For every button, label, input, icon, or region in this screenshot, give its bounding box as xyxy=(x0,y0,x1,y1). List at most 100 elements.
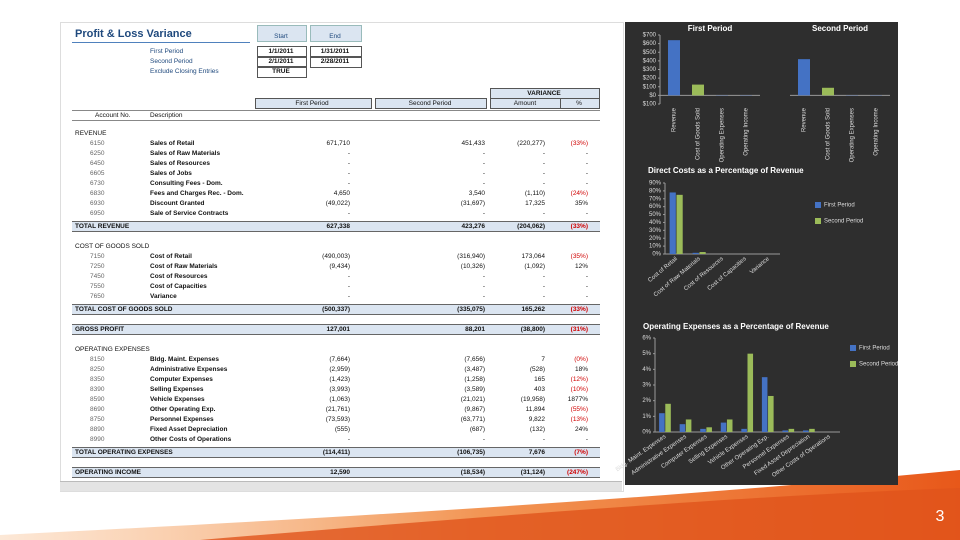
amount-cell: - xyxy=(482,282,485,290)
section-heading: COST OF GOODS SOLD xyxy=(75,242,150,250)
amount-cell: (3,589) xyxy=(464,385,485,393)
account-no: 8890 xyxy=(90,425,105,433)
y-tick-label: 5% xyxy=(642,351,651,357)
amount-cell: 24% xyxy=(574,425,588,433)
swoosh-dark xyxy=(200,488,960,540)
amount-cell: (2,959) xyxy=(329,365,350,373)
param-value: 1/1/2011 xyxy=(268,47,294,55)
amount-cell: (528) xyxy=(529,365,545,373)
amount-cell: (7,656) xyxy=(464,355,485,363)
account-no: 8150 xyxy=(90,355,105,363)
total-label: OPERATING INCOME xyxy=(75,468,141,476)
param-value: 2/28/2011 xyxy=(320,57,350,65)
x-tick-label: Cost of Goods Sold xyxy=(826,108,832,160)
bar xyxy=(659,413,665,432)
account-no: 6830 xyxy=(90,189,105,197)
account-no: 6930 xyxy=(90,199,105,207)
description: Cost of Resources xyxy=(150,272,208,280)
description: Bldg. Maint. Expenses xyxy=(150,355,219,363)
panel-title: First Period xyxy=(688,24,733,33)
amount-cell: - xyxy=(347,209,350,217)
param-cell xyxy=(257,46,307,58)
y-tick-label: 1% xyxy=(642,414,651,420)
x-tick-label: Revenue xyxy=(672,107,678,132)
account-no: 6250 xyxy=(90,149,105,157)
col-header-label: VARIANCE xyxy=(527,89,561,97)
total-cell: (204,062) xyxy=(517,222,545,230)
account-no: 8350 xyxy=(90,375,105,383)
amount-cell: (33%) xyxy=(570,139,588,147)
total-cell: 165,262 xyxy=(521,305,546,313)
bar xyxy=(747,353,754,432)
y-tick-label: 0% xyxy=(652,252,661,258)
param-header xyxy=(310,25,362,42)
bar xyxy=(788,428,795,432)
account-no: 7650 xyxy=(90,292,105,300)
account-no: 7250 xyxy=(90,262,105,270)
bar xyxy=(798,59,810,96)
amount-cell: (24%) xyxy=(570,189,588,197)
description: Vehicle Expenses xyxy=(150,395,205,403)
bar xyxy=(726,419,733,432)
y-tick-label: 10% xyxy=(649,244,662,250)
y-tick-label: 2% xyxy=(642,398,651,404)
amount-cell: (19,958) xyxy=(520,395,545,403)
amount-cell: - xyxy=(347,169,350,177)
total-cell: (500,337) xyxy=(322,305,350,313)
description: Cost of Raw Materials xyxy=(150,262,218,270)
account-no: 7550 xyxy=(90,282,105,290)
legend-swatch xyxy=(815,202,821,208)
amount-cell: (3,993) xyxy=(329,385,350,393)
total-row xyxy=(72,304,600,315)
amount-cell: - xyxy=(347,149,350,157)
account-no: 8990 xyxy=(90,435,105,443)
col-header xyxy=(560,98,600,109)
total-cell: (18,534) xyxy=(460,468,485,476)
amount-cell: - xyxy=(482,159,485,167)
chart-title: Direct Costs as a Percentage of Revenue xyxy=(648,166,804,175)
total-cell: (33%) xyxy=(570,222,588,230)
param-value: TRUE xyxy=(272,67,290,75)
amount-cell: (7,664) xyxy=(329,355,350,363)
amount-cell: 403 xyxy=(534,385,545,393)
param-value: 1/31/2011 xyxy=(320,47,350,55)
amount-cell: (687) xyxy=(469,425,485,433)
amount-cell: (1,110) xyxy=(524,189,545,197)
y-tick-label: 60% xyxy=(649,204,662,210)
total-label: TOTAL REVENUE xyxy=(75,222,130,230)
bar xyxy=(741,428,747,432)
total-cell: (38,800) xyxy=(520,325,545,333)
panel-title: Second Period xyxy=(812,24,868,33)
legend-swatch xyxy=(850,345,856,351)
total-cell: 627,338 xyxy=(326,222,351,230)
y-tick-label: $300 xyxy=(643,67,657,73)
amount-cell: 671,710 xyxy=(326,139,351,147)
col-header-label: Second Period xyxy=(408,99,452,107)
amount-cell: 1877% xyxy=(567,395,588,403)
amount-cell: (1,063) xyxy=(329,395,350,403)
param-header-label: End xyxy=(329,32,341,40)
amount-cell: - xyxy=(542,272,545,280)
amount-cell: (1,258) xyxy=(464,375,485,383)
amount-cell: (9,434) xyxy=(329,262,350,270)
y-tick-label: 80% xyxy=(649,188,662,194)
total-cell: (33%) xyxy=(570,305,588,313)
amount-cell: (35%) xyxy=(570,252,588,260)
total-cell: (114,411) xyxy=(322,448,350,456)
amount-cell: (21,761) xyxy=(325,405,350,413)
bar xyxy=(685,419,692,432)
amount-cell: (13%) xyxy=(570,415,588,423)
amount-cell: - xyxy=(482,209,485,217)
amount-cell: - xyxy=(585,292,588,300)
description: Selling Expenses xyxy=(150,385,204,393)
total-cell: 88,201 xyxy=(465,325,485,333)
amount-cell: - xyxy=(347,435,350,443)
param-header-label: Start xyxy=(274,32,288,40)
chart-title: Operating Expenses as a Percentage of Re… xyxy=(643,322,829,331)
amount-cell: 11,894 xyxy=(525,405,545,413)
account-no: 6950 xyxy=(90,209,105,217)
amount-cell: - xyxy=(482,292,485,300)
total-row xyxy=(72,324,600,335)
amount-cell: 35% xyxy=(574,199,588,207)
